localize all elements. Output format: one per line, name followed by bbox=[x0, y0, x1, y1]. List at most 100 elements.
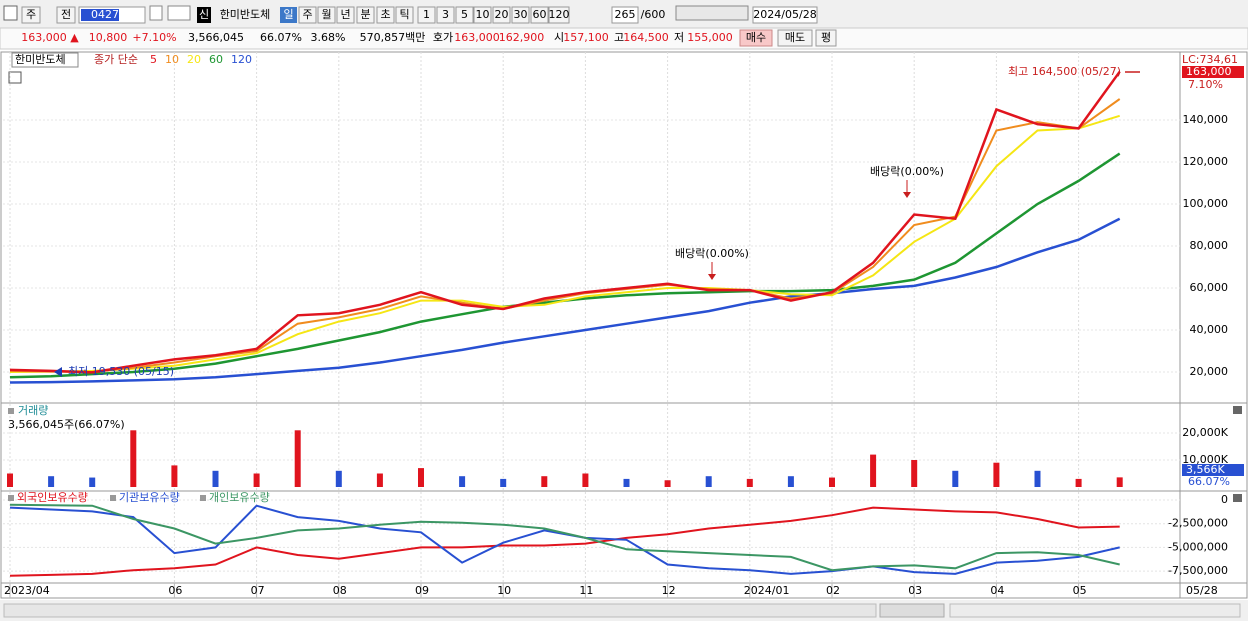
legend-entry: 개인보유수량 bbox=[209, 491, 270, 504]
volume-box bbox=[1182, 464, 1244, 476]
toolbar-button[interactable] bbox=[815, 29, 837, 47]
toolbar-text[interactable]: 1 bbox=[423, 8, 430, 21]
toolbar-text: 157,100 bbox=[563, 31, 609, 44]
toolbar-button[interactable] bbox=[317, 6, 336, 24]
toolbar-text: 164,500 bbox=[623, 31, 669, 44]
toolbar-button[interactable] bbox=[611, 6, 639, 24]
low-annotation: 최저 19,530 (05/15) bbox=[68, 365, 174, 378]
toolbar-button[interactable] bbox=[548, 6, 570, 24]
sound-icon[interactable] bbox=[167, 5, 191, 21]
tool-icons[interactable] bbox=[675, 5, 749, 21]
change-label: 7.10% bbox=[1188, 78, 1223, 91]
toolbar-text[interactable]: 3 bbox=[442, 8, 449, 21]
x-tick-label: 07 bbox=[251, 584, 265, 597]
volume-label: 3,566K bbox=[1186, 463, 1225, 476]
series-line bbox=[9, 503, 1120, 572]
x-tick-label: 10 bbox=[497, 584, 511, 597]
toolbar-button[interactable] bbox=[455, 6, 474, 24]
toolbar-button[interactable] bbox=[21, 6, 41, 24]
x-tick-label: 2024/01 bbox=[744, 584, 790, 597]
toolbar-text[interactable]: 초 bbox=[380, 8, 390, 21]
toolbar-text[interactable]: 월 bbox=[321, 8, 331, 21]
toolbar-button[interactable] bbox=[56, 6, 76, 24]
y-tick-label: -7,500,000 bbox=[1168, 564, 1228, 577]
toolbar-button[interactable] bbox=[511, 6, 530, 24]
volume-bar bbox=[7, 473, 13, 487]
volume-bar bbox=[582, 473, 589, 487]
toolbar-text: 10,800 bbox=[89, 31, 128, 44]
toolbar-text[interactable]: 분 bbox=[360, 8, 370, 21]
x-tick-label: 12 bbox=[662, 584, 676, 597]
volume-bar bbox=[294, 430, 301, 487]
x-tick-label: 05 bbox=[1073, 584, 1087, 597]
menu-icon[interactable] bbox=[3, 5, 18, 21]
y-tick-label: -5,000,000 bbox=[1168, 540, 1228, 553]
volume-bar bbox=[171, 465, 178, 487]
toolbar-text: 163,000 ▲ bbox=[21, 31, 79, 44]
toolbar-text: 신 bbox=[199, 8, 209, 21]
legend-square bbox=[110, 495, 116, 501]
volume-bar bbox=[48, 476, 55, 487]
volume-bar bbox=[705, 476, 712, 487]
toolbar-text[interactable]: 10 bbox=[476, 8, 490, 21]
ma-line bbox=[9, 70, 1121, 374]
legend-entry: 60 bbox=[209, 53, 223, 66]
toolbar-text[interactable]: 주 bbox=[302, 8, 312, 21]
x-end-label: 05/28 bbox=[1186, 584, 1218, 597]
toolbar-button[interactable] bbox=[336, 6, 355, 24]
toolbar-button-selected[interactable] bbox=[280, 7, 297, 23]
toolbar-text[interactable]: 매도 bbox=[785, 31, 805, 44]
scroll-track[interactable] bbox=[3, 603, 877, 618]
toolbar-text[interactable]: 틱 bbox=[399, 8, 409, 21]
buy-button[interactable] bbox=[739, 29, 773, 47]
toolbar-text: 2024/05/28 bbox=[753, 8, 816, 21]
toolbar-button[interactable] bbox=[356, 6, 375, 24]
close-panel-icon[interactable] bbox=[1233, 494, 1242, 502]
x-tick-label: 02 bbox=[826, 584, 840, 597]
toolbar-button[interactable] bbox=[473, 6, 492, 24]
toolbar-button[interactable] bbox=[492, 6, 511, 24]
search-icon[interactable] bbox=[149, 5, 163, 21]
toolbar-text[interactable]: 평 bbox=[821, 31, 831, 44]
toolbar-text: 3,566,045 bbox=[188, 31, 244, 44]
toolbar-button[interactable] bbox=[376, 6, 395, 24]
toolbar-text[interactable]: 60 bbox=[533, 8, 547, 21]
toolbar-button[interactable] bbox=[777, 29, 813, 47]
toolbar-button[interactable] bbox=[395, 6, 414, 24]
close-panel-icon[interactable] bbox=[1233, 406, 1242, 414]
legend-square bbox=[8, 408, 14, 414]
volume-bar bbox=[541, 476, 548, 487]
chart-title: 한미반도체 bbox=[15, 53, 66, 66]
y-tick-label: 140,000 bbox=[1183, 113, 1229, 126]
toolbar-button[interactable] bbox=[752, 6, 818, 24]
scroll-buttons[interactable] bbox=[879, 603, 945, 618]
toolbar-text: 저 bbox=[674, 31, 684, 44]
toolbar-text[interactable]: 120 bbox=[549, 8, 570, 21]
toolbar-text[interactable]: 5 bbox=[461, 8, 468, 21]
toolbar-button[interactable] bbox=[530, 6, 549, 24]
toolbar-button[interactable] bbox=[436, 6, 455, 24]
legend-entry: 10 bbox=[165, 53, 179, 66]
toolbar-text[interactable]: 20 bbox=[495, 8, 509, 21]
volume-bar bbox=[1034, 470, 1041, 487]
x-tick-label: 11 bbox=[579, 584, 593, 597]
toolbar-button[interactable] bbox=[417, 6, 436, 24]
ratio-label: 66.07% bbox=[1188, 475, 1230, 488]
x-tick-label: 09 bbox=[415, 584, 429, 597]
zoom-tools[interactable] bbox=[949, 603, 1241, 618]
toolbar-text[interactable]: 30 bbox=[514, 8, 528, 21]
code-highlight bbox=[81, 9, 119, 21]
table-icon[interactable] bbox=[8, 71, 22, 84]
y-tick-label: 100,000 bbox=[1183, 197, 1229, 210]
toolbar-text: 호가 bbox=[433, 31, 453, 44]
dividend-annotation: 배당락(0.00%) bbox=[870, 165, 944, 178]
toolbar-text: 265 bbox=[615, 8, 636, 21]
volume-bar bbox=[89, 477, 96, 487]
toolbar-text[interactable]: 년 bbox=[340, 8, 350, 21]
y-tick-label: 80,000 bbox=[1190, 239, 1229, 252]
y-tick-label: -2,500,000 bbox=[1168, 517, 1228, 530]
dividend-arrowhead bbox=[708, 274, 716, 280]
toolbar-text[interactable]: 매수 bbox=[746, 31, 766, 44]
toolbar-button[interactable] bbox=[298, 6, 317, 24]
toolbar-text[interactable]: 일 bbox=[283, 7, 293, 21]
